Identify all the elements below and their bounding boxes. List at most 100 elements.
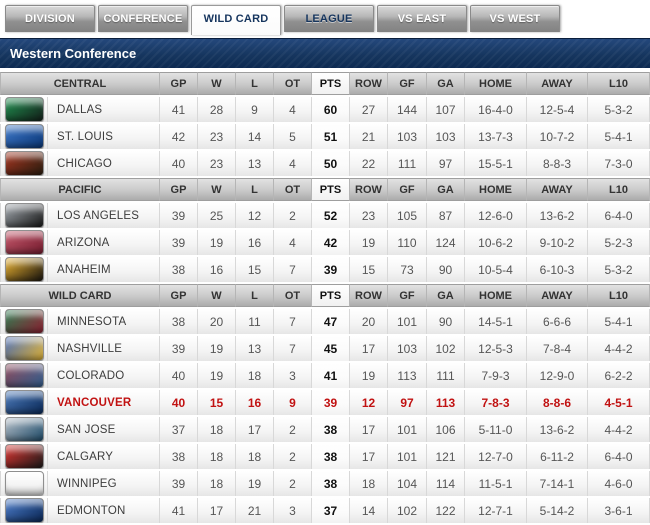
stat-ga: 107	[427, 97, 465, 122]
logo-cell	[0, 203, 48, 228]
team-name-link[interactable]: NASHVILLE	[48, 336, 160, 361]
team-name-link[interactable]: CALGARY	[48, 444, 160, 469]
stat-away: 6-10-3	[527, 257, 588, 282]
stat-away: 12-5-4	[527, 97, 588, 122]
column-header-ga: GA	[427, 284, 465, 307]
logo-cell	[0, 97, 48, 122]
team-row-dallas: DALLAS 41 28 9 4 60 27 144 107 16-4-0 12-5-4 5-3-2	[0, 97, 650, 122]
stat-l10: 6-4-0	[588, 444, 650, 469]
edmonton-logo-icon[interactable]	[4, 498, 44, 523]
chicago-logo-icon[interactable]	[4, 151, 44, 176]
column-header-ga: GA	[427, 178, 465, 201]
logo-cell	[0, 257, 48, 282]
tab-league[interactable]: LEAGUE	[284, 5, 374, 32]
stat-gf: 103	[388, 336, 427, 361]
arizona-logo-icon[interactable]	[4, 230, 44, 255]
column-header-pts: PTS	[312, 178, 350, 201]
stat-l10: 4-6-0	[588, 471, 650, 496]
team-name-link[interactable]: ANAHEIM	[48, 257, 160, 282]
stat-w: 19	[198, 336, 236, 361]
stat-gp: 40	[160, 390, 198, 415]
section-header-pacific: PACIFIC GP W L OT PTS ROW GF GA HOME AWAY L10	[0, 178, 650, 201]
team-name-link[interactable]: EDMONTON	[48, 498, 160, 523]
stat-w: 20	[198, 309, 236, 334]
stat-away: 9-10-2	[527, 230, 588, 255]
stat-ot: 5	[274, 124, 312, 149]
tab-vs-east[interactable]: VS EAST	[377, 5, 467, 32]
stat-gf: 102	[388, 498, 427, 523]
team-name-link[interactable]: COLORADO	[48, 363, 160, 388]
tab-conference[interactable]: CONFERENCE	[98, 5, 188, 32]
stat-home: 12-5-3	[465, 336, 527, 361]
los-angeles-logo-icon[interactable]	[4, 203, 44, 228]
winnipeg-logo-icon[interactable]	[4, 471, 44, 496]
stat-l10: 4-5-1	[588, 390, 650, 415]
tab-wild-card[interactable]: WILD CARD	[191, 5, 281, 35]
column-header-gp: GP	[160, 178, 198, 201]
stat-row: 23	[350, 203, 388, 228]
stat-w: 23	[198, 124, 236, 149]
team-name-link[interactable]: DALLAS	[48, 97, 160, 122]
stat-row: 20	[350, 309, 388, 334]
stat-row: 27	[350, 97, 388, 122]
stat-row: 17	[350, 336, 388, 361]
stat-w: 19	[198, 363, 236, 388]
team-row-minnesota: MINNESOTA 38 20 11 7 47 20 101 90 14-5-1 6-6-6 5-4-…	[0, 309, 650, 334]
stat-ot: 3	[274, 363, 312, 388]
stat-l10: 4-4-2	[588, 336, 650, 361]
stat-gf: 97	[388, 390, 427, 415]
stat-row: 19	[350, 363, 388, 388]
team-name-link[interactable]: WINNIPEG	[48, 471, 160, 496]
team-row-arizona: ARIZONA 39 19 16 4 42 19 110 124 10-6-2 9-10-2 5-2-…	[0, 230, 650, 255]
tab-division[interactable]: DIVISION	[5, 5, 95, 32]
tab-vs-west[interactable]: VS WEST	[470, 5, 560, 32]
stat-gf: 101	[388, 417, 427, 442]
column-header-ga: GA	[427, 72, 465, 95]
dallas-logo-icon[interactable]	[4, 97, 44, 122]
san-jose-logo-icon[interactable]	[4, 417, 44, 442]
stat-ot: 7	[274, 257, 312, 282]
team-name-link[interactable]: ARIZONA	[48, 230, 160, 255]
team-row-los-angeles: LOS ANGELES 39 25 12 2 52 23 105 87 12-6-0 13-6-2 6…	[0, 203, 650, 228]
stat-ga: 90	[427, 309, 465, 334]
stat-w: 16	[198, 257, 236, 282]
stat-pts: 51	[312, 124, 350, 149]
calgary-logo-icon[interactable]	[4, 444, 44, 469]
team-name-link[interactable]: SAN JOSE	[48, 417, 160, 442]
stat-w: 15	[198, 390, 236, 415]
stat-l: 16	[236, 230, 274, 255]
logo-cell	[0, 498, 48, 523]
stat-l: 17	[236, 417, 274, 442]
stat-away: 13-6-2	[527, 203, 588, 228]
team-name-link[interactable]: LOS ANGELES	[48, 203, 160, 228]
vancouver-logo-icon[interactable]	[4, 390, 44, 415]
stat-away: 6-11-2	[527, 444, 588, 469]
stat-row: 14	[350, 498, 388, 523]
stat-ga: 113	[427, 390, 465, 415]
st-louis-logo-icon[interactable]	[4, 124, 44, 149]
stat-ot: 2	[274, 203, 312, 228]
team-name-link[interactable]: CHICAGO	[48, 151, 160, 176]
team-name-link[interactable]: VANCOUVER	[48, 390, 160, 415]
stat-pts: 60	[312, 97, 350, 122]
stat-row: 22	[350, 151, 388, 176]
stat-l: 16	[236, 390, 274, 415]
stat-pts: 39	[312, 257, 350, 282]
minnesota-logo-icon[interactable]	[4, 309, 44, 334]
stat-pts: 50	[312, 151, 350, 176]
nashville-logo-icon[interactable]	[4, 336, 44, 361]
colorado-logo-icon[interactable]	[4, 363, 44, 388]
stat-ga: 106	[427, 417, 465, 442]
stat-away: 7-8-4	[527, 336, 588, 361]
stat-away: 10-7-2	[527, 124, 588, 149]
team-name-link[interactable]: MINNESOTA	[48, 309, 160, 334]
stat-away: 12-9-0	[527, 363, 588, 388]
column-header-ot: OT	[274, 284, 312, 307]
stat-gf: 110	[388, 230, 427, 255]
stat-l10: 5-2-3	[588, 230, 650, 255]
team-name-link[interactable]: ST. LOUIS	[48, 124, 160, 149]
stat-ga: 102	[427, 336, 465, 361]
stat-ot: 4	[274, 151, 312, 176]
stat-row: 21	[350, 124, 388, 149]
anaheim-logo-icon[interactable]	[4, 257, 44, 282]
